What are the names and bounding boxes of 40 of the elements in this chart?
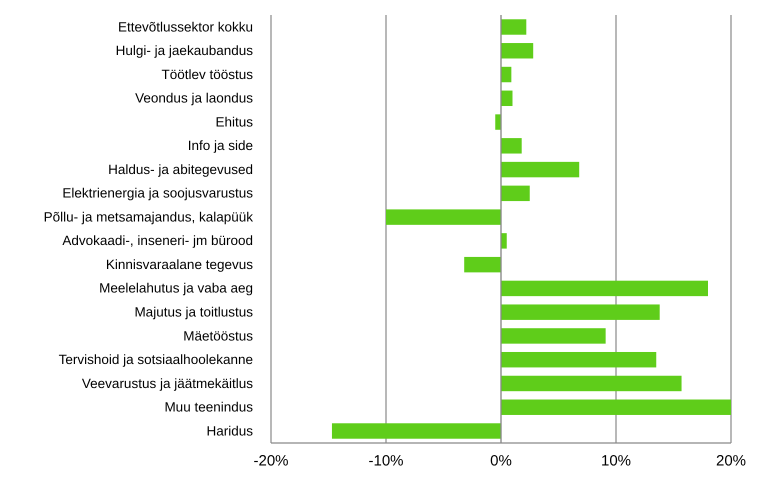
bar [501, 400, 731, 415]
bar [501, 304, 660, 320]
x-tick-label: 20% [716, 452, 746, 470]
y-tick-label: Muu teenindus [164, 400, 254, 415]
bar [501, 90, 512, 106]
y-tick-label: Põllu- ja metsamajandus, kalapüük [44, 209, 254, 224]
x-tick-label: -20% [253, 452, 289, 470]
y-tick-label: Ehitus [215, 114, 254, 130]
y-tick-label: Elektrienergia ja soojusvarustus [62, 186, 254, 201]
bar [386, 209, 501, 225]
x-tick-label: 10% [600, 452, 632, 470]
y-tick-label: Haldus- ja abitegevused [108, 162, 253, 177]
bar [501, 233, 507, 249]
bar [501, 43, 534, 58]
bar [501, 19, 526, 35]
x-tick-label: -10% [368, 452, 404, 470]
bar [501, 66, 512, 82]
bar [501, 280, 708, 296]
bar [464, 256, 501, 272]
y-tick-label: Info ja side [188, 138, 253, 154]
y-tick-label: Ettevõtlussektor kokku [118, 19, 253, 34]
bar [332, 423, 501, 439]
y-tick-label: Tervishoid ja sotsiaalhoolekanne [58, 352, 253, 368]
y-tick-label: Haridus [206, 423, 254, 438]
y-tick-label: Majutus ja toitlustus [134, 304, 254, 320]
y-tick-label: Töötlev tööstus [161, 66, 254, 82]
y-tick-label: Meelelahutus ja vaba aeg [99, 280, 253, 296]
y-tick-label: Veondus ja laondus [135, 90, 254, 106]
bar [501, 328, 606, 344]
y-tick-label: Advokaadi-, inseneri- jm bürood [62, 233, 253, 248]
bar [501, 162, 580, 178]
bar [501, 352, 656, 368]
bar [501, 376, 682, 392]
y-tick-label: Kinnisvaraalane tegevus [106, 256, 254, 272]
y-tick-label: Veevarustus ja jäätmekäitlus [82, 376, 254, 391]
y-tick-label: Hulgi- ja jaekaubandus [116, 43, 254, 58]
bar [501, 138, 522, 154]
x-tick-label: 0% [490, 452, 512, 470]
y-tick-label: Mäetööstus [183, 328, 254, 344]
bar [501, 186, 530, 202]
